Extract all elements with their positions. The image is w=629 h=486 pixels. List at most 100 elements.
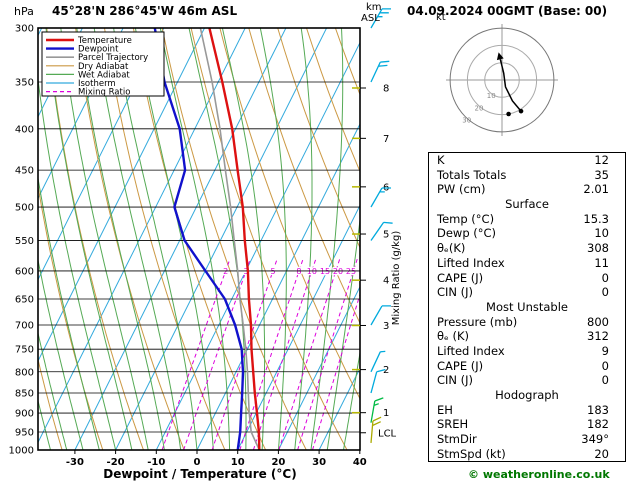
pressure-tick-label: 450 (15, 166, 34, 177)
pressure-tick-label: 750 (15, 345, 34, 356)
stat-label: EH (437, 402, 453, 417)
mixing-ratio-line (239, 258, 304, 450)
stat-section-title: Surface (505, 197, 549, 212)
legend-label: Temperature (77, 36, 132, 46)
pressure-tick-label: 850 (15, 389, 34, 400)
km-tick-label: 5 (383, 230, 389, 241)
stat-row: CAPE (J) 0 (429, 271, 625, 286)
temperature-tick-label: 10 (231, 457, 245, 468)
hodograph-arrow (496, 52, 504, 61)
wind-barb (370, 416, 382, 443)
stat-row: CIN (J) 0 (429, 285, 625, 300)
stat-label: CAPE (J) (437, 358, 484, 373)
wet-adiabat-line (343, 349, 360, 450)
legend-box (41, 31, 165, 97)
mixing-ratio-line (161, 258, 231, 450)
km-tick-label: 3 (383, 321, 389, 332)
stat-section-title: Most Unstable (486, 299, 568, 314)
hodograph-ring (484, 62, 520, 98)
pressure-tick-label: 550 (15, 236, 34, 247)
isotherm-line (318, 367, 360, 450)
stat-label: CAPE (J) (437, 270, 484, 285)
parcel-trajectory-curve (199, 28, 261, 450)
wind-barb (370, 305, 391, 326)
isotherm-line (155, 41, 360, 450)
stat-row: EH 183 (429, 403, 625, 418)
datetime: 04.09.2024 00GMT (Base: 00) (407, 4, 608, 18)
pressure-tick-label: 300 (15, 24, 34, 35)
km-tick-label: 7 (383, 134, 389, 145)
temperature-tick-label: -30 (66, 457, 84, 468)
stat-label: Lifted Index (437, 255, 505, 270)
mixing-ratio-value-label: 25 (346, 267, 356, 276)
stat-label: StmDir (437, 432, 477, 447)
wet-adiabat-line (294, 28, 313, 450)
stat-value: 0 (601, 270, 609, 285)
stat-label: Lifted Index (437, 343, 505, 358)
asl-axis-label: ASL (361, 13, 380, 24)
stat-value: 800 (587, 314, 609, 329)
mixing-ratio-line (278, 258, 341, 450)
hodograph-trace (499, 59, 522, 112)
storm-motion-dot (506, 111, 511, 117)
station-title: 45°28'N 286°45'W 46m ASL (52, 4, 238, 18)
stat-row: Lifted Index 11 (429, 256, 625, 271)
temperature-tick-label: -10 (147, 457, 165, 468)
temperature-tick-label: 20 (271, 457, 285, 468)
hodograph-ring (449, 27, 555, 133)
mixing-ratio-line (183, 258, 251, 450)
pressure-tick-label: 400 (15, 124, 34, 135)
wind-barb (370, 368, 386, 394)
wind-barb (370, 350, 386, 373)
temperature-tick-label: 40 (353, 457, 367, 468)
x-axis-title: Dewpoint / Temperature (°C) (103, 467, 296, 481)
temperature-tick-label: -20 (107, 457, 125, 468)
legend-label: Dewpoint (78, 45, 119, 55)
pressure-tick-label: 650 (15, 295, 34, 306)
wind-barb (370, 221, 393, 241)
stat-label: Totals Totals (437, 167, 507, 182)
km-tick-label: 1 (383, 408, 389, 419)
stat-row: CIN (J) 0 (429, 373, 625, 388)
pressure-tick-label: 700 (15, 320, 34, 331)
hodograph-end-dot (518, 108, 524, 114)
wind-barb (370, 8, 391, 29)
mixing-ratio-value-label: 8 (296, 267, 301, 276)
stat-label: Dewp (°C) (437, 226, 497, 241)
hodograph-ring-label: 10 (487, 92, 496, 100)
stat-value: 183 (587, 402, 609, 417)
plot-border (37, 27, 361, 451)
stat-row: CAPE (J) 0 (429, 359, 625, 374)
isotherm-line (237, 204, 360, 450)
wet-adiabat-line (38, 330, 68, 450)
mixing-ratio-line (252, 258, 317, 450)
stat-value: 308 (587, 241, 609, 256)
stat-section-title: Hodograph (495, 388, 559, 402)
isotherm-line (38, 28, 83, 118)
legend-label: Dry Adiabat (78, 62, 129, 72)
hodograph-ring-label: 30 (462, 117, 471, 125)
mixing-ratio-value-label: 2 (223, 267, 228, 276)
stat-row: Totals Totals 35 (429, 168, 625, 183)
mixing-ratio-line (211, 258, 278, 450)
stat-value: 0 (601, 285, 609, 300)
stat-label: CIN (J) (437, 285, 474, 300)
stat-row: θₑ(K) 308 (429, 241, 625, 256)
stat-label: PW (cm) (437, 182, 486, 197)
mixing-ratio-value-label: 10 (307, 267, 317, 276)
stat-row: PW (cm) 2.01 (429, 182, 625, 197)
stat-value: 12 (594, 153, 609, 167)
km-tick-label: 4 (383, 276, 389, 287)
mixing-ratio-value-label: 15 (320, 267, 330, 276)
copyright: © weatheronline.co.uk (468, 468, 610, 481)
mixing-ratio-value-label: 5 (270, 267, 275, 276)
temperature-curve (208, 28, 261, 450)
pressure-unit-label: hPa (14, 5, 34, 18)
stat-value: 10 (594, 226, 609, 241)
dry-adiabat-line (306, 28, 360, 173)
isotherm-line (0, 28, 1, 450)
stat-row: Dewp (°C) 10 (429, 226, 625, 241)
wind-barb (370, 60, 390, 83)
